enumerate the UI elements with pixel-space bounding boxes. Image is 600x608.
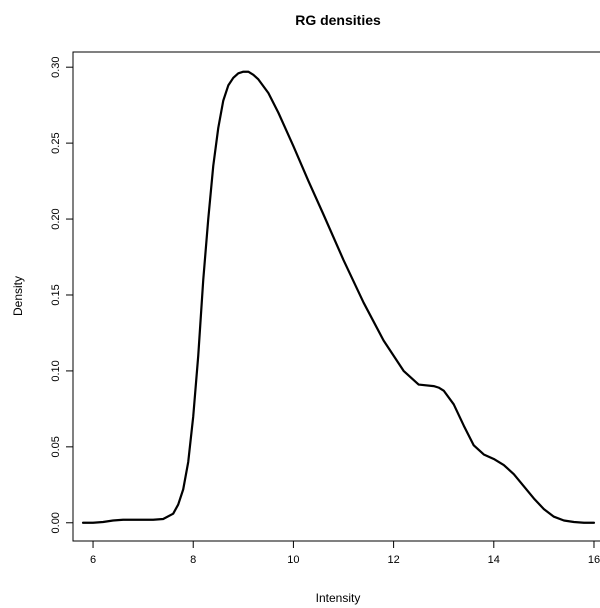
y-axis-label: Density <box>11 276 25 316</box>
x-axis: 6 8 10 12 14 16 <box>90 540 600 566</box>
y-tick-label: 0.10 <box>50 360 62 381</box>
x-tick-label: 10 <box>287 554 299 566</box>
density-line <box>81 70 596 524</box>
y-tick-label: 0.00 <box>50 512 62 533</box>
x-tick-label: 8 <box>190 554 196 566</box>
y-tick-label: 0.30 <box>50 56 62 77</box>
y-tick-label: 0.05 <box>50 436 62 457</box>
y-tick-label: 0.25 <box>50 132 62 153</box>
y-tick-label: 0.15 <box>50 284 62 305</box>
x-tick-label: 16 <box>588 554 600 566</box>
y-tick-label: 0.20 <box>50 208 62 229</box>
x-tick-label: 14 <box>488 554 500 566</box>
x-axis-label: Intensity <box>316 591 361 605</box>
x-tick-label: 6 <box>90 554 96 566</box>
plot-frame <box>72 51 600 542</box>
y-axis: 0.00 0.05 0.10 0.15 0.20 0.25 0.30 <box>50 56 74 533</box>
x-tick-label: 12 <box>387 554 399 566</box>
chart-title: RG densities <box>295 12 381 28</box>
